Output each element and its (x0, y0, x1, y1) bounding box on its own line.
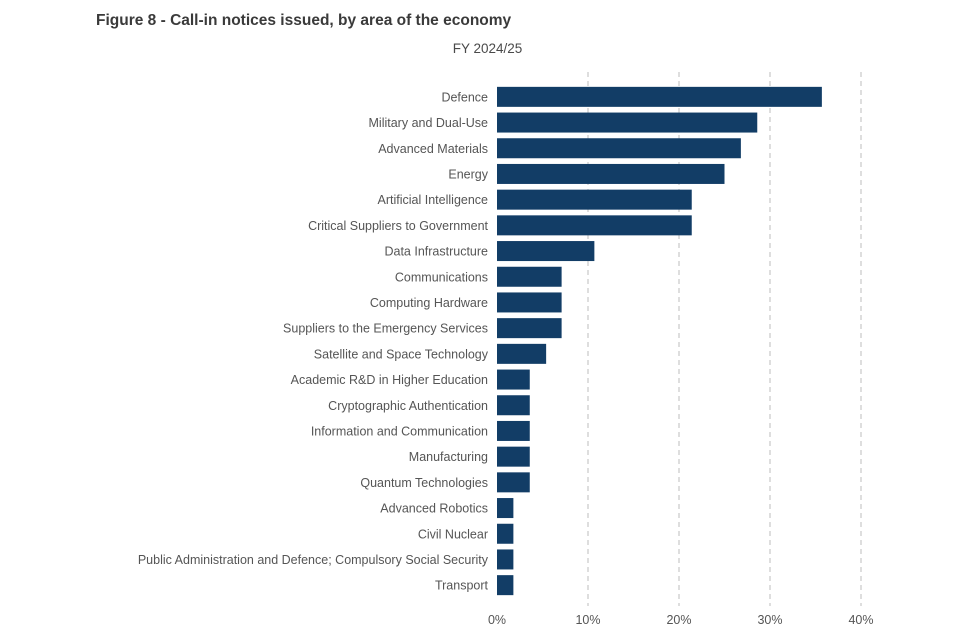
bar (497, 395, 530, 416)
category-label: Quantum Technologies (360, 476, 488, 490)
category-label: Advanced Robotics (380, 502, 488, 516)
x-tick-label: 20% (666, 613, 691, 627)
category-label: Defence (441, 90, 488, 104)
bar (497, 498, 514, 519)
x-tick-label: 10% (575, 613, 600, 627)
category-labels: Defence Military and Dual-Use Advanced Mat… (138, 90, 489, 592)
bar (497, 343, 547, 364)
bar (497, 138, 741, 159)
x-axis-ticks: 0% 10% 20% 30% 40% (488, 613, 874, 627)
bar (497, 215, 692, 236)
category-label: Satellite and Space Technology (314, 347, 489, 361)
category-label: Military and Dual-Use (369, 116, 489, 130)
bar (497, 523, 514, 544)
bars (497, 86, 822, 596)
gridlines (587, 72, 862, 606)
category-label: Suppliers to the Emergency Services (283, 322, 488, 336)
bar (497, 189, 692, 210)
category-label: Advanced Materials (378, 142, 488, 156)
category-label: Communications (395, 270, 488, 284)
bar (497, 549, 514, 570)
category-label: Academic R&D in Higher Education (291, 373, 488, 387)
chart-subtitle: FY 2024/25 (452, 41, 523, 56)
bar (497, 472, 530, 493)
bar (497, 163, 725, 184)
bar (497, 446, 530, 467)
bar (497, 318, 562, 339)
bar (497, 112, 758, 133)
x-tick-label: 30% (757, 613, 782, 627)
category-label: Information and Communication (311, 424, 488, 438)
x-tick-label: 0% (488, 613, 506, 627)
bar (497, 86, 822, 107)
bar (497, 420, 530, 441)
bar (497, 266, 562, 287)
category-label: Critical Suppliers to Government (308, 219, 488, 233)
category-label: Manufacturing (409, 450, 488, 464)
category-label: Computing Hardware (370, 296, 488, 310)
bar (497, 241, 595, 262)
category-label: Energy (448, 167, 488, 181)
category-label: Data Infrastructure (384, 245, 488, 259)
bar (497, 575, 514, 596)
bar (497, 292, 562, 313)
category-label: Artificial Intelligence (378, 193, 489, 207)
bar (497, 369, 530, 390)
category-label: Civil Nuclear (418, 527, 488, 541)
category-label: Transport (435, 579, 489, 593)
chart-title: Figure 8 - Call-in notices issued, by ar… (96, 12, 512, 29)
category-label: Cryptographic Authentication (328, 399, 488, 413)
category-label: Public Administration and Defence; Compu… (138, 553, 489, 567)
x-tick-label: 40% (848, 613, 873, 627)
